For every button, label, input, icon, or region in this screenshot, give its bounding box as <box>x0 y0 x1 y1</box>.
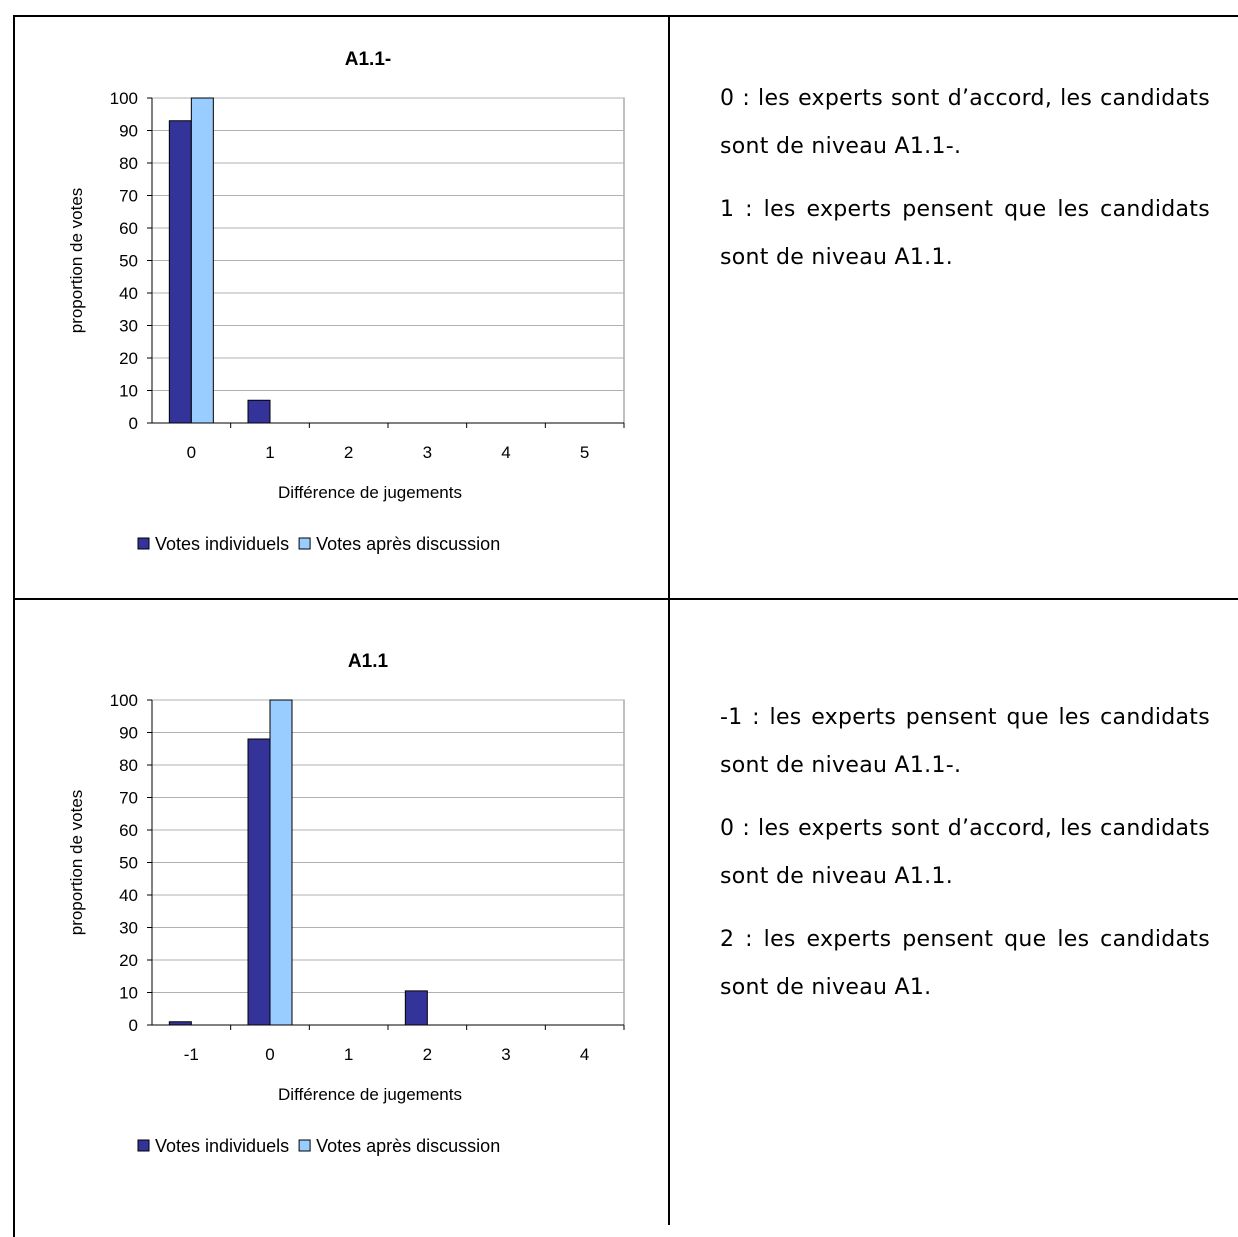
bar-chart-a1-1: A1.1 0 10 20 30 40 50 60 70 80 90 100 -1 0 1 2 3 4 Différe… <box>67 651 625 1156</box>
y-tick-label: 20 <box>119 349 138 368</box>
row-divider <box>13 598 1238 600</box>
note-paragraph: 0 : les experts sont d’accord, les candi… <box>720 816 1210 889</box>
y-tick-label: 0 <box>129 414 138 433</box>
y-axis-title: proportion de votes <box>67 790 86 936</box>
y-tick-label: 40 <box>119 284 138 303</box>
bar <box>168 1021 192 1026</box>
x-tick-label: 1 <box>265 443 274 462</box>
column-divider <box>668 15 670 1225</box>
x-tick-label: 1 <box>344 1045 353 1064</box>
y-tick-label: 30 <box>119 317 138 336</box>
y-tick-label: 0 <box>129 1016 138 1035</box>
y-tick-label: 10 <box>119 382 138 401</box>
bar <box>247 399 271 424</box>
bar <box>190 97 214 424</box>
y-tick-label: 70 <box>119 187 138 206</box>
legend-swatch <box>298 1139 311 1152</box>
chart-title: A1.1- <box>345 49 391 70</box>
legend-swatch <box>298 537 311 550</box>
bar <box>168 120 192 424</box>
legend-label: Votes individuels <box>155 1136 289 1156</box>
legend-label: Votes individuels <box>155 534 289 554</box>
y-tick-label: 90 <box>119 724 138 743</box>
legend-swatch <box>137 537 150 550</box>
y-axis-title: proportion de votes <box>67 188 86 334</box>
y-tick-label: 100 <box>110 89 138 108</box>
x-tick-label: 3 <box>423 443 432 462</box>
bar <box>247 738 271 1026</box>
note-paragraph: 0 : les experts sont d’accord, les candi… <box>720 86 1210 159</box>
x-axis-title: Différence de jugements <box>278 483 462 502</box>
y-tick-label: 10 <box>119 984 138 1003</box>
chart-title: A1.1 <box>348 651 389 672</box>
x-tick-label: 0 <box>187 443 196 462</box>
y-tick-label: 100 <box>110 691 138 710</box>
x-tick-label: -1 <box>184 1045 199 1064</box>
x-tick-label: 0 <box>265 1045 274 1064</box>
x-tick-label: 5 <box>580 443 589 462</box>
y-tick-label: 20 <box>119 951 138 970</box>
legend-label: Votes après discussion <box>316 534 500 554</box>
note-paragraph: 2 : les experts pensent que les candidat… <box>720 927 1210 1000</box>
bar-chart-a1-1-minus: A1.1- 0 10 20 30 40 50 60 70 80 90 100 0 1 2 3 4 5 Différe… <box>67 49 625 554</box>
y-tick-label: 80 <box>119 154 138 173</box>
y-tick-label: 50 <box>119 252 138 271</box>
x-tick-label: 4 <box>501 443 510 462</box>
note-paragraph: 1 : les experts pensent que les candidat… <box>720 197 1210 270</box>
y-tick-label: 90 <box>119 122 138 141</box>
y-tick-label: 60 <box>119 219 138 238</box>
x-tick-label: 2 <box>344 443 353 462</box>
x-tick-label: 4 <box>580 1045 589 1064</box>
y-tick-label: 30 <box>119 919 138 938</box>
bar <box>404 990 428 1026</box>
legend-label: Votes après discussion <box>316 1136 500 1156</box>
x-tick-label: 2 <box>423 1045 432 1064</box>
x-axis-title: Différence de jugements <box>278 1085 462 1104</box>
legend-swatch <box>137 1139 150 1152</box>
note-paragraph: -1 : les experts pensent que les candida… <box>720 705 1210 778</box>
y-tick-label: 50 <box>119 854 138 873</box>
bar <box>269 699 293 1026</box>
legend-notes-1: 0 : les experts sont d’accord, les candi… <box>720 75 1210 297</box>
layout-table <box>13 15 1238 1237</box>
y-tick-label: 80 <box>119 756 138 775</box>
y-tick-label: 70 <box>119 789 138 808</box>
x-tick-label: 3 <box>501 1045 510 1064</box>
legend-notes-2: -1 : les experts pensent que les candida… <box>720 694 1210 1027</box>
y-tick-label: 40 <box>119 886 138 905</box>
y-tick-label: 60 <box>119 821 138 840</box>
